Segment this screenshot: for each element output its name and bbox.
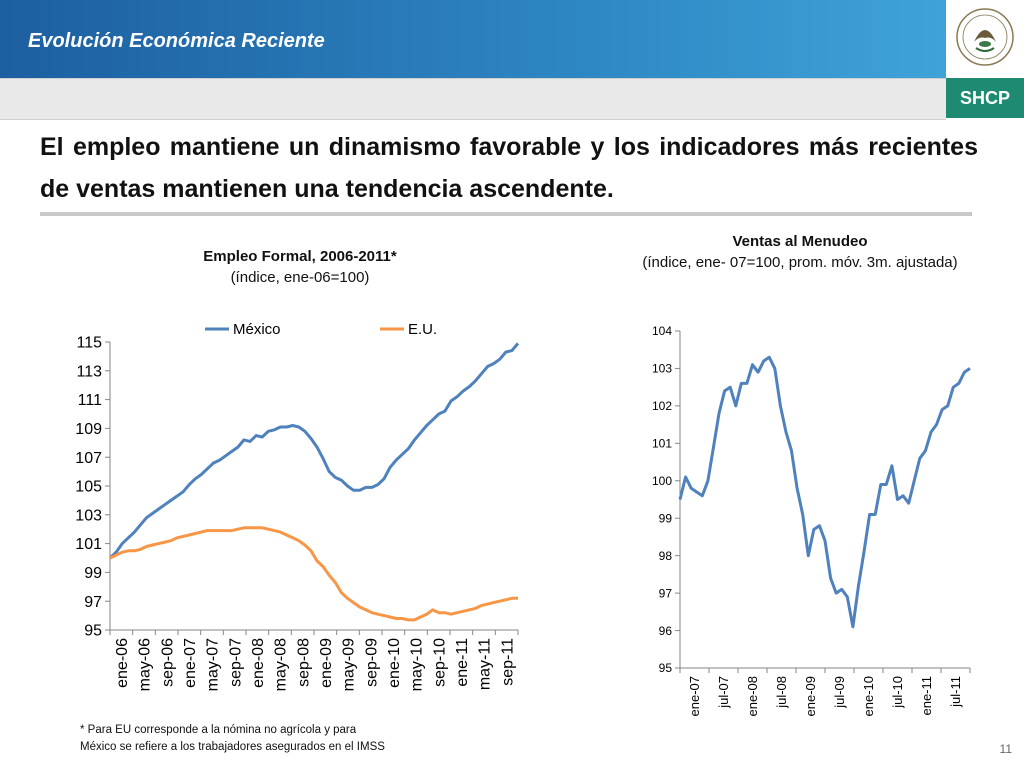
chart2-y-tick-label: 102: [652, 399, 672, 413]
chart2-y-tick-label: 99: [659, 511, 673, 525]
chart2-x-tick-label: jul-08: [774, 676, 789, 709]
footnote-line-2: México se refiere a los trabajadores ase…: [80, 741, 385, 753]
chart2-y-tick-label: 103: [652, 362, 672, 376]
chart1-x-tick-label: ene-09: [318, 638, 335, 688]
chart1-title: Empleo Formal, 2006-2011*: [203, 248, 397, 265]
chart2-y-tick-label: 97: [659, 586, 673, 600]
legend-label-1: México: [233, 321, 281, 338]
chart1-x-tick-label: ene-08: [250, 638, 267, 688]
chart1-x-tick-label: ene-10: [386, 638, 403, 688]
chart1-series-line-2: [109, 526, 518, 622]
chart1-y-tick-label: 107: [75, 450, 102, 467]
chart1-y-tick-label: 115: [76, 335, 102, 352]
chart1-x-tick-label: may-07: [205, 638, 222, 691]
chart2-x-tick-label: ene-11: [919, 676, 934, 716]
ventas-menudeo-chart: 95 96 97 98 99 100 101 102 103 104 ene-07 jul-07 ene…: [652, 324, 971, 716]
chart2-title: Ventas al Menudeo: [732, 233, 868, 250]
chart1-x-tick-label: may-10: [409, 638, 426, 691]
footnote-line-1: * Para EU corresponde a la nómina no agr…: [80, 724, 357, 736]
chart2-title-block: Ventas al Menudeo (índice, ene- 07=100, …: [640, 231, 960, 273]
chart2-y-tick-label: 101: [652, 437, 672, 451]
chart1-x-tick-label: sep-10: [431, 638, 448, 687]
chart2-y-tick-label: 100: [652, 474, 672, 488]
chart1-y-tick-label: 95: [84, 623, 102, 640]
chart1-y-tick-label: 111: [78, 392, 102, 409]
chart2-x-tick-label: ene-10: [861, 676, 876, 716]
chart1-y-tick-label: 101: [75, 536, 102, 553]
chart1-x-tick-label: ene-07: [182, 638, 199, 688]
chart1-y-tick-label: 97: [84, 594, 102, 611]
footnote: * Para EU corresponde a la nómina no agr…: [80, 722, 385, 756]
chart1-subtitle: (índice, ene-06=100): [230, 269, 370, 286]
shcp-logo: SHCP: [946, 78, 1024, 118]
chart1-x-tick-label: sep-06: [159, 638, 176, 687]
chart1-x-tick-label: may-06: [137, 638, 154, 691]
chart2-y-tick-label: 104: [652, 324, 672, 338]
chart1-series-line-1: [108, 342, 520, 560]
chart1-series: [108, 342, 520, 622]
chart1-x-tick-label: sep-07: [227, 638, 244, 687]
empleo-formal-chart: 95 97 99 101 103 105 107 109 111 113 115 ene-06 may-…: [75, 321, 520, 691]
national-seal-icon: [956, 8, 1014, 66]
chart2-x-tick-label: jul-07: [716, 676, 731, 709]
headline: El empleo mantiene un dinamismo favorabl…: [40, 133, 978, 203]
legend-label-2: E.U.: [408, 321, 437, 338]
chart2-x-tick-label: ene-08: [745, 676, 760, 716]
chart1-axes: 95 97 99 101 103 105 107 109 111 113 115 ene-06 may-…: [75, 335, 519, 691]
section-title: Evolución Económica Reciente: [28, 30, 325, 52]
divider: [40, 212, 972, 216]
header-bar: Evolución Económica Reciente: [0, 0, 946, 78]
chart2-axes: 95 96 97 98 99 100 101 102 103 104 ene-07 jul-07 ene…: [652, 324, 971, 716]
chart1-y-tick-label: 99: [84, 565, 102, 582]
chart1-x-tick-label: may-09: [341, 638, 358, 691]
chart1-y-tick-label: 109: [75, 421, 102, 438]
chart1-y-tick-label: 105: [75, 479, 102, 496]
chart2-x-tick-label: jul-10: [890, 676, 905, 709]
chart2-y-tick-label: 96: [659, 624, 673, 638]
chart1-x-tick-label: may-11: [477, 638, 494, 690]
chart2-series-line-1: [678, 355, 971, 629]
chart2-x-tick-label: jul-09: [832, 676, 847, 709]
chart2-subtitle: (índice, ene- 07=100, prom. móv. 3m. aju…: [642, 254, 958, 271]
chart1-legend: México E.U.: [205, 321, 437, 338]
chart1-x-tick-label: ene-11: [454, 638, 471, 687]
chart1-x-tick-label: sep-11: [499, 638, 516, 686]
chart2-y-tick-label: 98: [659, 549, 673, 563]
chart1-x-tick-label: ene-06: [114, 638, 131, 688]
chart2-x-tick-label: jul-11: [948, 676, 963, 708]
chart1-x-tick-label: may-08: [273, 638, 290, 691]
chart1-x-tick-label: sep-08: [295, 638, 312, 687]
logo-box: SHCP: [946, 0, 1024, 118]
chart2-y-tick-label: 95: [659, 661, 673, 675]
chart1-title-block: Empleo Formal, 2006-2011* (índice, ene-0…: [150, 246, 450, 288]
chart1-y-tick-label: 103: [75, 507, 102, 524]
chart1-y-tick-label: 113: [76, 363, 102, 380]
chart2-series: [678, 355, 971, 629]
subheader-bar: [0, 78, 946, 120]
chart1-x-tick-label: sep-09: [363, 638, 380, 687]
chart2-x-tick-label: ene-07: [687, 676, 702, 716]
chart2-x-tick-label: ene-09: [803, 676, 818, 716]
page-number: 11: [999, 742, 1012, 756]
